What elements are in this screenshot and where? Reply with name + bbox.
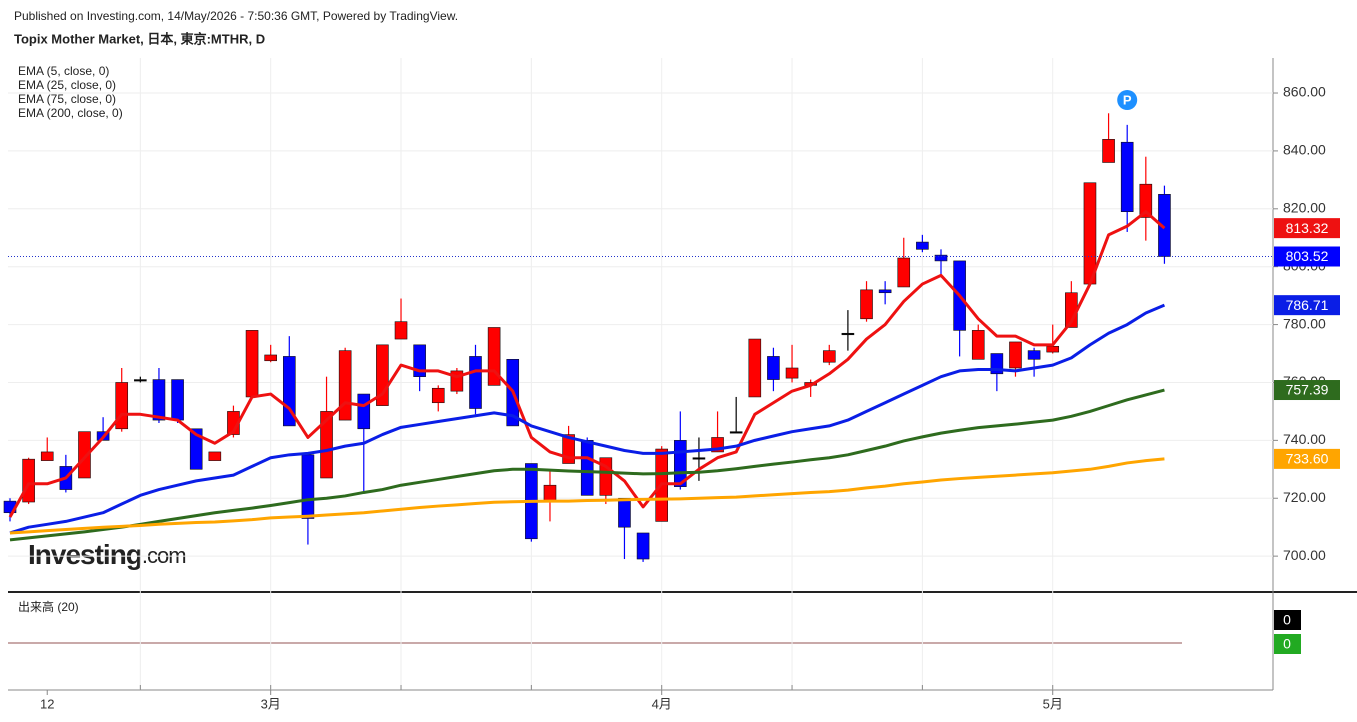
candle-body — [1102, 139, 1115, 163]
candle-body — [338, 350, 352, 421]
ema-line — [9, 303, 1166, 535]
legend-entry: EMA (200, close, 0) — [18, 106, 123, 120]
candle-body — [822, 350, 836, 363]
candle-body — [394, 321, 408, 340]
legend-entry: EMA (25, close, 0) — [18, 78, 116, 92]
ema-line — [9, 388, 1165, 542]
candle-body — [171, 379, 184, 421]
last-value-label: 757.39 — [1286, 382, 1329, 398]
y-tick-label: 700.00 — [1283, 547, 1326, 563]
y-tick-label: 780.00 — [1283, 315, 1326, 331]
volume-value: 0 — [1283, 636, 1291, 652]
y-tick-label: 840.00 — [1283, 142, 1326, 158]
candle-body — [320, 411, 333, 479]
x-tick-label: 4月 — [652, 696, 672, 711]
candle-body — [860, 289, 873, 320]
watermark: Investing.com — [28, 539, 186, 570]
candle-body — [1139, 183, 1153, 218]
chart-title: Topix Mother Market, 日本, 東京:MTHR, D — [14, 31, 265, 46]
candle-body — [878, 289, 892, 294]
candle-body — [301, 454, 315, 519]
candle-body — [40, 451, 54, 461]
volume-value-box — [1274, 610, 1301, 630]
legend-entry: EMA (5, close, 0) — [18, 64, 109, 78]
candle-body — [785, 367, 799, 379]
candle-body — [916, 241, 929, 250]
x-tick-label: 5月 — [1043, 696, 1063, 711]
candle-body — [636, 532, 650, 560]
candle-body — [431, 387, 445, 404]
last-value-label: 786.71 — [1286, 297, 1329, 313]
candle-body — [971, 330, 985, 360]
candle-body — [1027, 350, 1041, 360]
candle-body — [208, 451, 222, 461]
candle-body — [264, 354, 277, 362]
y-tick-label: 820.00 — [1283, 200, 1326, 216]
candle-body — [748, 338, 762, 398]
candle-body — [152, 379, 166, 421]
volume-value-box — [1274, 634, 1301, 654]
ema-line — [8, 210, 1166, 518]
grid — [8, 58, 1273, 690]
last-value-label: 733.60 — [1286, 451, 1329, 467]
y-tick-label: 860.00 — [1283, 84, 1326, 100]
candle-body — [897, 257, 911, 288]
candle-body — [189, 428, 203, 470]
candle-body — [134, 379, 147, 382]
legend-entry: EMA (75, close, 0) — [18, 92, 116, 106]
candle-body — [1120, 141, 1134, 212]
y-tick-label: 720.00 — [1283, 489, 1326, 505]
candle-body — [469, 356, 482, 409]
annotation-label: P — [1123, 92, 1132, 107]
last-value-label-box — [1274, 218, 1340, 239]
last-value-label-box — [1274, 380, 1340, 401]
candle-body — [543, 484, 557, 502]
candle-body — [282, 356, 296, 427]
candle-body — [78, 431, 91, 479]
volume-title: 出来高 (20) — [18, 599, 79, 614]
last-value-label-box — [1274, 448, 1340, 469]
x-tick-label: 12 — [40, 696, 54, 711]
candle-body — [1158, 194, 1171, 257]
last-value-label-box — [1274, 295, 1340, 316]
candle-body — [692, 457, 706, 460]
candle-body — [1009, 341, 1022, 369]
candle-body — [767, 356, 780, 380]
annotation-badge — [1117, 90, 1138, 110]
current-price-label: 803.52 — [1286, 248, 1329, 264]
candle-body — [934, 254, 948, 262]
ema-line — [9, 457, 1165, 535]
candle-body — [729, 431, 743, 434]
candle-body — [1046, 345, 1060, 353]
volume-value: 0 — [1283, 612, 1291, 628]
last-value-label: 813.32 — [1286, 220, 1329, 236]
candle-body — [618, 497, 631, 528]
candle-body — [245, 330, 259, 398]
candle-body — [580, 440, 594, 496]
candle-body — [841, 332, 855, 336]
candle-body — [22, 458, 35, 503]
candle-body — [357, 393, 371, 430]
current-price-label-box — [1274, 246, 1340, 267]
y-tick-label: 740.00 — [1283, 431, 1326, 447]
x-tick-label: 3月 — [261, 696, 281, 711]
published-note: Published on Investing.com, 14/May/2026 … — [14, 9, 458, 23]
